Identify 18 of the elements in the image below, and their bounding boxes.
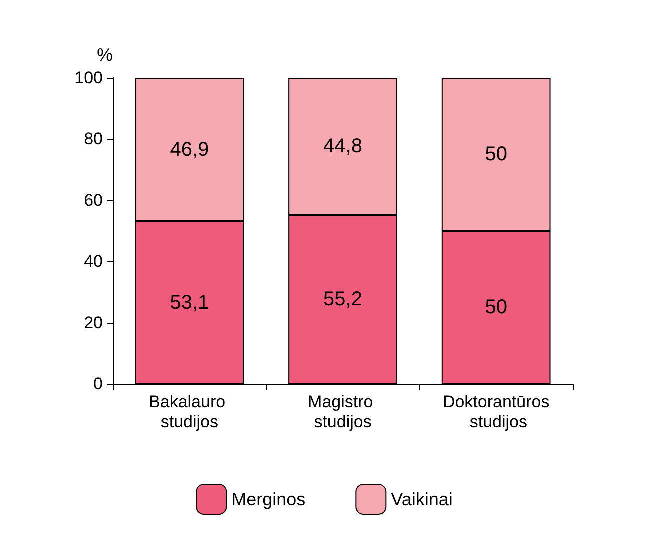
x-tick-label: Bakalauro studijos	[149, 392, 230, 432]
data-label: 55,2	[324, 288, 362, 311]
y-tick-label: 100	[74, 68, 103, 88]
data-label: 53,1	[170, 292, 210, 314]
y-axis-title: %	[96, 45, 113, 65]
data-label: 50	[485, 296, 508, 318]
x-tick-label: Doktorantūros studijos	[442, 392, 550, 432]
y-tick-label: 80	[84, 130, 103, 149]
y-tick-label: 40	[84, 252, 103, 272]
data-label: 44,8	[324, 136, 362, 158]
legend-label: Merginos	[232, 490, 306, 510]
x-tick-label: Magistro studijos	[308, 392, 378, 432]
y-tick-label: 20	[84, 313, 103, 332]
data-label: 46,9	[170, 138, 210, 161]
y-tick-label: 60	[84, 190, 103, 210]
data-label: 50	[485, 144, 508, 166]
legend-label: Vaikinai	[391, 490, 453, 510]
y-tick-label: 0	[94, 374, 103, 394]
